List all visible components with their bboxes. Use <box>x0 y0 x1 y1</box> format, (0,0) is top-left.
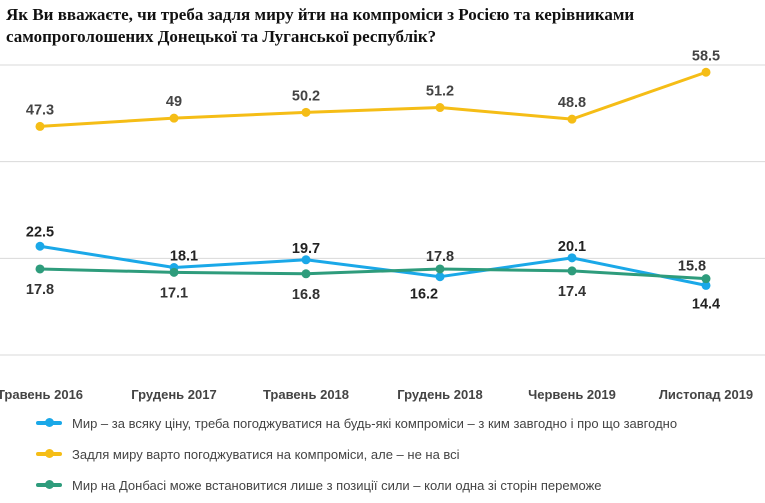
data-label: 16.2 <box>410 287 438 303</box>
data-point <box>435 264 445 274</box>
data-label: 14.4 <box>692 296 720 312</box>
legend-label-yellow: Задля миру варто погоджуватися на компро… <box>72 446 460 462</box>
data-label: 17.1 <box>160 285 188 301</box>
x-tick-label: Грудень 2017 <box>131 387 216 402</box>
data-point <box>701 274 711 284</box>
data-label: 17.4 <box>558 284 586 300</box>
legend-label-blue: Мир – за всяку ціну, треба погоджуватися… <box>72 415 678 431</box>
legend-marker-blue <box>36 418 62 427</box>
x-tick-label: Грудень 2018 <box>397 387 482 402</box>
data-label: 50.2 <box>292 88 320 104</box>
legend-item-green: Мир на Донбасі може встановитися лише з … <box>36 472 756 498</box>
data-label: 18.1 <box>170 249 198 265</box>
data-labels: 22.5 18.1 19.7 16.2 20.1 14.4 47.3 49 50.2 51.2 48… <box>26 48 720 312</box>
data-point <box>35 264 45 274</box>
data-point <box>567 266 577 276</box>
x-axis-ticks: Травень 2016 Грудень 2017 Травень 2018 Груд… <box>0 387 753 402</box>
data-point <box>169 113 179 123</box>
x-tick-label: Травень 2016 <box>0 387 83 402</box>
x-tick-label: Травень 2018 <box>263 387 349 402</box>
series-line <box>39 267 707 281</box>
gridlines <box>0 64 765 356</box>
data-label: 58.5 <box>692 48 720 64</box>
x-tick-label: Листопад 2019 <box>659 387 753 402</box>
data-point <box>301 107 311 117</box>
line-chart: 22.5 18.1 19.7 16.2 20.1 14.4 47.3 49 50.2 51.2 48… <box>0 48 765 402</box>
data-label: 17.8 <box>426 249 454 265</box>
series-line <box>39 244 707 287</box>
data-point <box>435 272 445 282</box>
data-label: 19.7 <box>292 241 320 257</box>
data-label: 51.2 <box>426 84 454 100</box>
data-label: 15.8 <box>678 259 706 275</box>
data-point <box>35 241 45 251</box>
data-point <box>169 267 179 277</box>
data-point <box>301 255 311 265</box>
series-line <box>39 70 707 128</box>
data-point <box>567 253 577 263</box>
legend-marker-yellow <box>36 449 62 458</box>
data-label: 48.8 <box>558 95 586 111</box>
x-tick-label: Червень 2019 <box>528 387 616 402</box>
data-point <box>301 269 311 279</box>
legend-item-yellow: Задля миру варто погоджуватися на компро… <box>36 441 756 467</box>
data-point <box>567 114 577 124</box>
legend-marker-green <box>36 480 62 489</box>
data-label: 22.5 <box>26 224 54 240</box>
legend: Мир – за всяку ціну, треба погоджуватися… <box>36 410 756 503</box>
legend-label-green: Мир на Донбасі може встановитися лише з … <box>72 477 602 493</box>
data-label: 47.3 <box>26 102 54 118</box>
legend-item-blue: Мир – за всяку ціну, треба погоджуватися… <box>36 410 756 436</box>
series-lines <box>35 67 711 290</box>
data-point <box>35 121 45 131</box>
data-label: 17.8 <box>26 282 54 298</box>
data-point <box>701 67 711 77</box>
data-label: 16.8 <box>292 287 320 303</box>
data-point <box>435 103 445 113</box>
data-point <box>701 280 711 290</box>
chart-title: Як Ви вважаєте, чи треба задля миру йти … <box>6 5 635 46</box>
data-label: 49 <box>166 94 182 110</box>
data-label: 20.1 <box>558 239 586 255</box>
